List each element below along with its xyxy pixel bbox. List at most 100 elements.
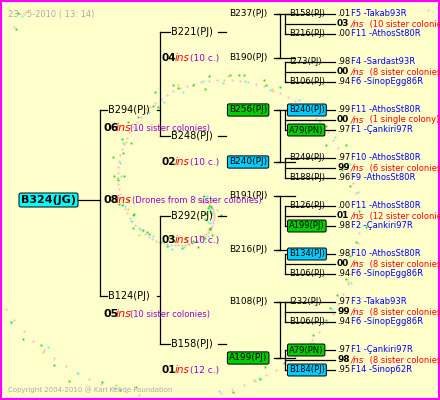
- Text: F6 -SinopEgg86R: F6 -SinopEgg86R: [351, 78, 423, 86]
- Text: ins: ins: [175, 235, 190, 245]
- Text: F11 -AthosSt80R: F11 -AthosSt80R: [351, 30, 421, 38]
- Text: (10 c.): (10 c.): [190, 236, 219, 244]
- Text: 00: 00: [337, 116, 349, 124]
- Text: 02: 02: [162, 157, 176, 167]
- Text: ins: ins: [116, 195, 132, 205]
- Text: B294(PJ): B294(PJ): [108, 105, 150, 115]
- Text: F14 -Sinop62R: F14 -Sinop62R: [351, 366, 412, 374]
- Text: 01: 01: [162, 365, 176, 375]
- Text: .94: .94: [337, 78, 350, 86]
- Text: B240(PJ): B240(PJ): [229, 158, 267, 166]
- Text: .94: .94: [337, 270, 350, 278]
- Text: .01: .01: [337, 10, 350, 18]
- Text: F2 -Çankiri97R: F2 -Çankiri97R: [351, 222, 413, 230]
- Text: /ns: /ns: [351, 68, 364, 76]
- Text: ins: ins: [116, 123, 132, 133]
- Text: F6 -SinopEgg86R: F6 -SinopEgg86R: [351, 270, 423, 278]
- Text: F4 -Sardast93R: F4 -Sardast93R: [351, 58, 415, 66]
- Text: 00: 00: [337, 260, 349, 268]
- Text: (8 sister colonies): (8 sister colonies): [367, 68, 440, 76]
- Text: /ns: /ns: [351, 308, 364, 316]
- Text: B134(PJ): B134(PJ): [289, 250, 325, 258]
- Text: B216(PJ): B216(PJ): [229, 246, 267, 254]
- Text: F1 -Çankiri97R: F1 -Çankiri97R: [351, 126, 413, 134]
- Text: B256(PJ): B256(PJ): [229, 106, 267, 114]
- Text: (10 c.): (10 c.): [190, 158, 219, 166]
- Text: B249(PJ): B249(PJ): [289, 154, 325, 162]
- Text: 98: 98: [337, 356, 350, 364]
- Text: I273(PJ): I273(PJ): [289, 58, 322, 66]
- Text: .98: .98: [337, 250, 350, 258]
- Text: /ns: /ns: [351, 212, 364, 220]
- Text: B108(PJ): B108(PJ): [229, 298, 268, 306]
- Text: 99: 99: [337, 308, 350, 316]
- Text: (10 sister colonies): (10 sister colonies): [367, 20, 440, 28]
- Text: F11 -AthosSt80R: F11 -AthosSt80R: [351, 106, 421, 114]
- Text: .96: .96: [337, 174, 350, 182]
- Text: F6 -SinopEgg86R: F6 -SinopEgg86R: [351, 318, 423, 326]
- Text: I232(PJ): I232(PJ): [289, 298, 322, 306]
- Text: ins: ins: [175, 365, 190, 375]
- Text: (Drones from 8 sister colonies): (Drones from 8 sister colonies): [132, 196, 262, 204]
- Text: .99: .99: [337, 106, 350, 114]
- Text: B237(PJ): B237(PJ): [229, 10, 267, 18]
- Text: B216(PJ): B216(PJ): [289, 30, 325, 38]
- Text: /ns: /ns: [351, 116, 364, 124]
- Text: Copyright 2004-2010 @ Karl Kehde Foundation: Copyright 2004-2010 @ Karl Kehde Foundat…: [8, 386, 172, 393]
- Text: F9 -AthosSt80R: F9 -AthosSt80R: [351, 174, 415, 182]
- Text: .95: .95: [337, 366, 350, 374]
- Text: (1 single colony): (1 single colony): [367, 116, 440, 124]
- Text: F10 -AthosSt80R: F10 -AthosSt80R: [351, 154, 421, 162]
- Text: .97: .97: [337, 346, 350, 354]
- Text: (8 sister colonies): (8 sister colonies): [367, 260, 440, 268]
- Text: B248(PJ): B248(PJ): [171, 131, 213, 141]
- Text: F5 -Takab93R: F5 -Takab93R: [351, 10, 407, 18]
- Text: B106(PJ): B106(PJ): [289, 318, 325, 326]
- Text: (10 sister colonies): (10 sister colonies): [130, 124, 210, 132]
- Text: 06: 06: [103, 123, 118, 133]
- Text: B221(PJ): B221(PJ): [171, 27, 213, 37]
- Text: .97: .97: [337, 154, 350, 162]
- Text: .98: .98: [337, 58, 350, 66]
- Text: B190(PJ): B190(PJ): [229, 54, 268, 62]
- Text: (8 sister colonies): (8 sister colonies): [367, 356, 440, 364]
- Text: (6 sister colonies): (6 sister colonies): [367, 164, 440, 172]
- Text: .00: .00: [337, 202, 350, 210]
- Text: 08: 08: [103, 195, 118, 205]
- Text: .97: .97: [337, 126, 350, 134]
- Text: .00: .00: [337, 30, 350, 38]
- Text: .98: .98: [337, 222, 350, 230]
- Text: B292(PJ): B292(PJ): [171, 211, 213, 221]
- Text: ins: ins: [175, 53, 190, 63]
- Text: /ns: /ns: [351, 356, 364, 364]
- Text: (12 c.): (12 c.): [190, 366, 219, 374]
- Text: /ns: /ns: [351, 20, 364, 28]
- Text: B106(PJ): B106(PJ): [289, 270, 325, 278]
- Text: A199(PJ): A199(PJ): [229, 354, 268, 362]
- Text: A199(PJ): A199(PJ): [289, 222, 325, 230]
- Text: F10 -AthosSt80R: F10 -AthosSt80R: [351, 250, 421, 258]
- Text: B124(PJ): B124(PJ): [108, 291, 150, 301]
- Text: /ns: /ns: [351, 260, 364, 268]
- Text: B324(JG): B324(JG): [21, 195, 76, 205]
- Text: .94: .94: [337, 318, 350, 326]
- Text: F11 -AthosSt80R: F11 -AthosSt80R: [351, 202, 421, 210]
- Text: F3 -Takab93R: F3 -Takab93R: [351, 298, 407, 306]
- Text: 01: 01: [337, 212, 349, 220]
- Text: B184(PJ): B184(PJ): [289, 366, 325, 374]
- Text: B126(PJ): B126(PJ): [289, 202, 325, 210]
- Text: B106(PJ): B106(PJ): [289, 78, 325, 86]
- Text: .97: .97: [337, 298, 350, 306]
- Text: A79(PN): A79(PN): [289, 126, 323, 134]
- Text: ins: ins: [116, 309, 132, 319]
- Text: 00: 00: [337, 68, 349, 76]
- Text: B158(PJ): B158(PJ): [289, 10, 325, 18]
- Text: 05: 05: [103, 309, 118, 319]
- Text: A79(PN): A79(PN): [289, 346, 323, 354]
- Text: B240(PJ): B240(PJ): [289, 106, 325, 114]
- Text: (10 sister colonies): (10 sister colonies): [130, 310, 210, 318]
- Text: 99: 99: [337, 164, 350, 172]
- Text: (8 sister colonies): (8 sister colonies): [367, 308, 440, 316]
- Text: F1 -Çankiri97R: F1 -Çankiri97R: [351, 346, 413, 354]
- Text: 03: 03: [337, 20, 349, 28]
